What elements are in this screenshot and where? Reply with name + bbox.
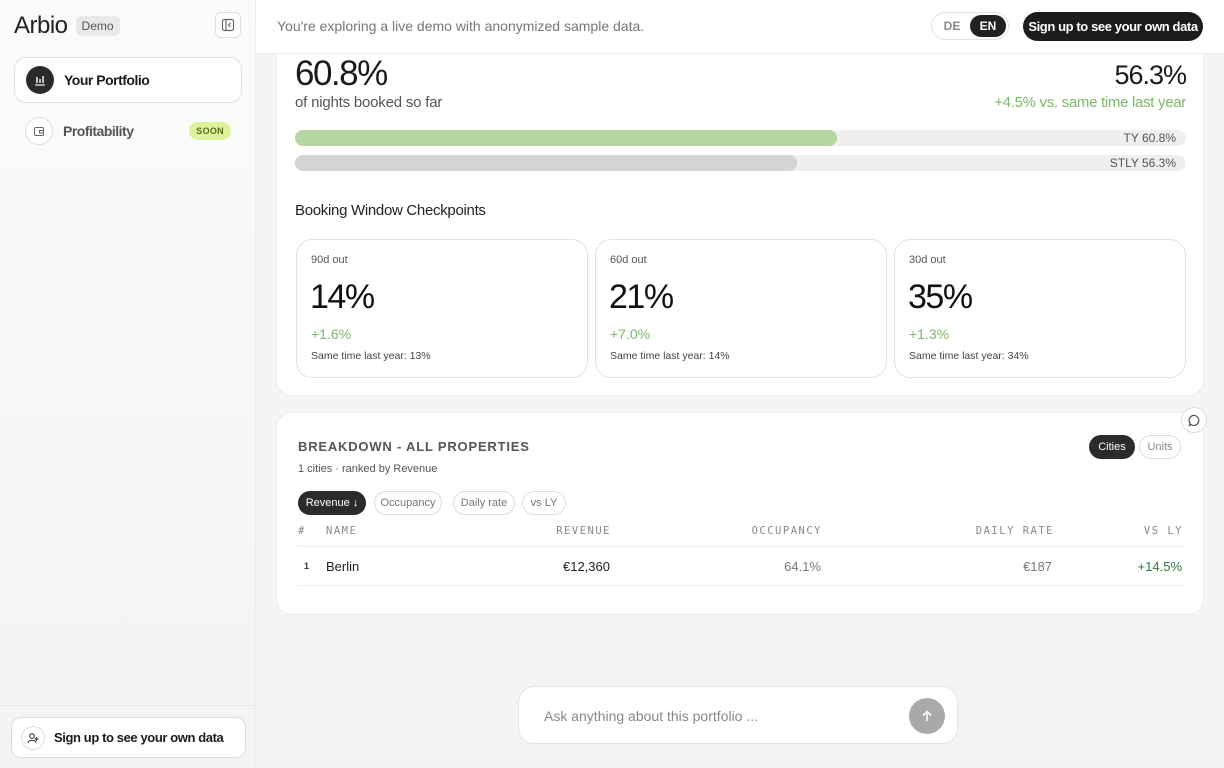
column-header-daily-rate[interactable]: DAILY RATE — [975, 525, 1054, 537]
row-vs-ly: +14.5% — [1137, 559, 1182, 574]
sidebar-collapse-icon — [221, 18, 235, 32]
brand-logo: Arbio — [14, 12, 68, 39]
send-button[interactable] — [909, 698, 945, 734]
table-divider — [298, 585, 1183, 586]
checkpoint-card-30d: 30d out 35% +1.3% Same time last year: 3… — [894, 239, 1186, 378]
checkpoint-last-year: Same time last year: 34% — [909, 350, 1029, 362]
progress-bar-stly: STLY 56.3% — [295, 155, 1186, 171]
progress-label-stly: STLY 56.3% — [1109, 156, 1176, 170]
breakdown-panel: BREAKDOWN - ALL PROPERTIES 1 cities · ra… — [276, 407, 1207, 615]
sort-chip-revenue[interactable]: Revenue ↓ — [298, 491, 366, 515]
occupancy-panel: 60.8% of nights booked so far 56.3% +4.5… — [276, 30, 1204, 396]
row-name: Berlin — [326, 559, 360, 574]
toggle-units[interactable]: Units — [1139, 435, 1181, 459]
sidebar-item-portfolio[interactable]: Your Portfolio — [14, 57, 242, 103]
checkpoints-title: Booking Window Checkpoints — [295, 202, 486, 219]
checkpoint-card-90d: 90d out 14% +1.6% Same time last year: 1… — [296, 239, 588, 378]
lang-de-button[interactable]: DE — [943, 19, 961, 33]
breakdown-subtitle: 1 cities · ranked by Revenue — [298, 463, 438, 475]
checkpoint-label: 30d out — [909, 254, 946, 266]
checkpoint-card-60d: 60d out 21% +7.0% Same time last year: 1… — [595, 239, 887, 378]
lang-en-button[interactable]: EN — [970, 15, 1006, 37]
collapse-sidebar-button[interactable] — [215, 12, 241, 38]
column-header-occupancy[interactable]: OCCUPANCY — [751, 525, 822, 537]
column-header-revenue[interactable]: REVENUE — [556, 525, 611, 537]
language-switch: DE EN — [931, 12, 1009, 40]
sidebar-item-profitability[interactable]: Profitability SOON — [14, 108, 242, 154]
stly-value: 56.3% — [1114, 60, 1187, 90]
row-rank: 1 — [304, 561, 310, 571]
top-bar: You're exploring a live demo with anonym… — [256, 0, 1224, 54]
signup-top-button[interactable]: Sign up to see your own data — [1023, 12, 1203, 41]
checkpoint-value: 14% — [310, 278, 375, 316]
progress-fill-ty — [295, 130, 837, 146]
demo-badge: Demo — [75, 16, 120, 36]
column-header-rank: # — [298, 525, 306, 537]
table-divider — [298, 546, 1183, 547]
progress-fill-stly — [295, 155, 797, 171]
row-daily-rate: €187 — [1023, 559, 1052, 574]
sort-chip-daily-rate[interactable]: Daily rate — [453, 491, 515, 515]
stly-delta: +4.5% vs. same time last year — [994, 94, 1186, 111]
checkpoint-label: 90d out — [311, 254, 348, 266]
arrow-up-icon — [922, 710, 932, 721]
occupancy-value: 60.8% — [295, 54, 388, 93]
sort-chip-vs-ly[interactable]: vs LY — [522, 491, 566, 515]
column-header-vs-ly[interactable]: VS LY — [1143, 525, 1183, 537]
checkpoint-last-year: Same time last year: 14% — [610, 350, 730, 362]
comment-button[interactable] — [1181, 407, 1207, 433]
sidebar: Arbio Demo Your Portfolio Profitability … — [0, 0, 256, 768]
row-occupancy: 64.1% — [784, 559, 821, 574]
toggle-cities[interactable]: Cities — [1089, 435, 1135, 459]
sort-chip-occupancy[interactable]: Occupancy — [374, 491, 442, 515]
brand[interactable]: Arbio Demo — [14, 12, 120, 40]
sidebar-footer: Sign up to see your own data — [0, 705, 256, 768]
checkpoint-delta: +1.3% — [909, 326, 950, 342]
chat-bubble-icon — [1187, 414, 1199, 427]
demo-notice: You're exploring a live demo with anonym… — [277, 18, 645, 34]
chat-input[interactable] — [544, 705, 894, 727]
sidebar-item-label: Your Portfolio — [64, 72, 150, 88]
row-revenue: €12,360 — [563, 559, 610, 574]
sidebar-item-label: Profitability — [63, 123, 134, 139]
checkpoint-value: 35% — [908, 278, 973, 316]
occupancy-subtitle: of nights booked so far — [295, 94, 443, 111]
checkpoint-label: 60d out — [610, 254, 647, 266]
checkpoint-last-year: Same time last year: 13% — [311, 350, 431, 362]
checkpoint-value: 21% — [609, 278, 674, 316]
column-header-name[interactable]: NAME — [326, 525, 358, 537]
soon-badge: SOON — [189, 122, 231, 140]
checkpoint-delta: +7.0% — [610, 326, 651, 342]
signup-sidebar-label: Sign up to see your own data — [54, 730, 224, 745]
user-plus-icon — [21, 725, 45, 750]
breakdown-title: BREAKDOWN - ALL PROPERTIES — [298, 439, 530, 454]
checkpoint-delta: +1.6% — [311, 326, 352, 342]
signup-sidebar-button[interactable]: Sign up to see your own data — [11, 717, 246, 758]
bar-chart-icon — [26, 66, 54, 94]
progress-bar-ty: TY 60.8% — [295, 130, 1186, 146]
wallet-icon — [25, 117, 53, 145]
progress-label-ty: TY 60.8% — [1123, 131, 1176, 145]
chat-input-box — [518, 686, 958, 744]
